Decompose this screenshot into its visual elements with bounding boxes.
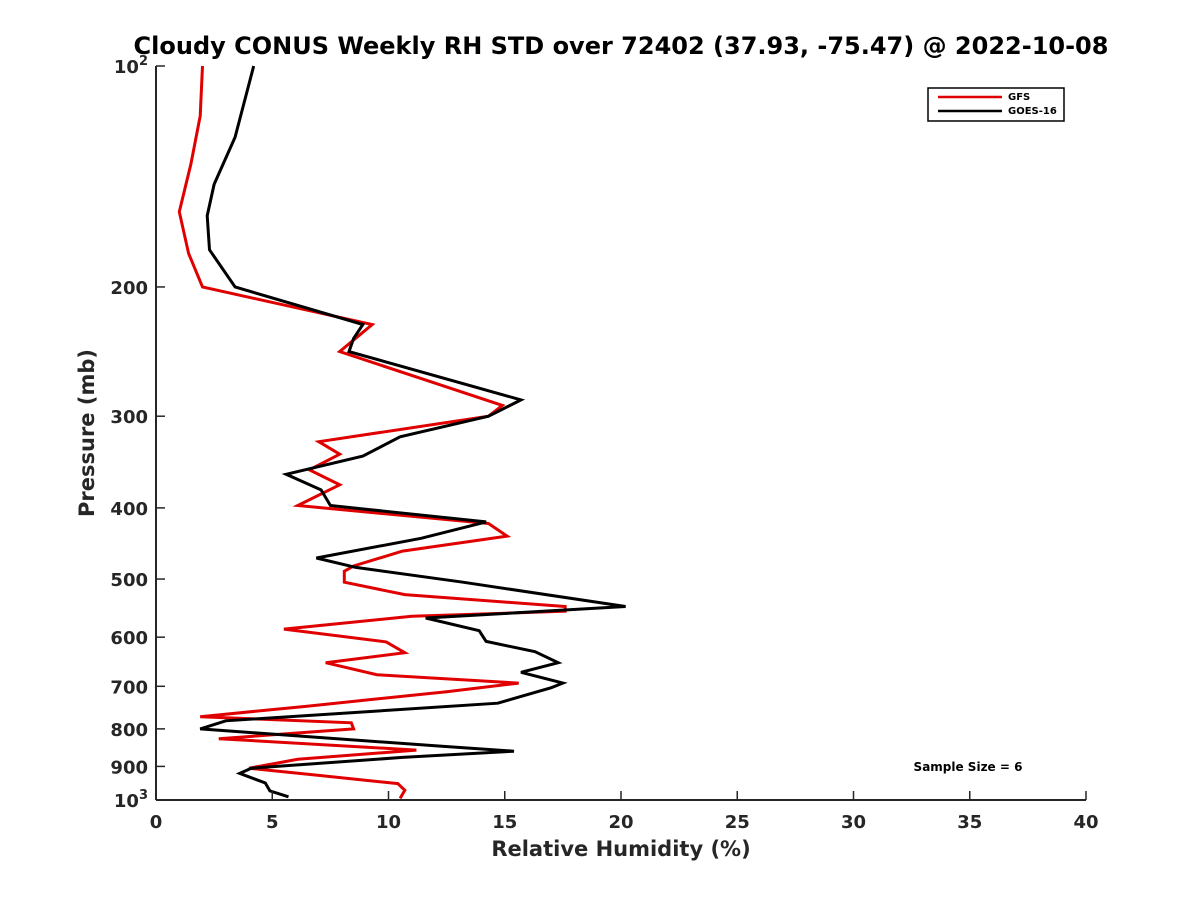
y-tick-label: 700 xyxy=(110,677,148,698)
y-axis-ticks: 102 200 300 400 500 600 700 800 900 103 xyxy=(110,54,165,812)
x-tick-label: 5 xyxy=(266,812,279,833)
legend-label-gfs: GFS xyxy=(1008,92,1030,103)
x-tick-label: 40 xyxy=(1073,812,1098,833)
series-layer xyxy=(177,65,626,800)
plot-area: 0 5 10 15 20 25 30 35 40 102 200 300 400 500 600 700 80… xyxy=(110,54,1098,833)
chart-title: Cloudy CONUS Weekly RH STD over 72402 (3… xyxy=(134,32,1109,60)
y-tick-label: 800 xyxy=(110,720,148,741)
y-tick-label: 600 xyxy=(110,628,148,649)
y-axis-label: Pressure (mb) xyxy=(75,349,99,517)
sample-size-annotation: Sample Size = 6 xyxy=(914,760,1023,774)
y-tick-label: 200 xyxy=(110,278,148,299)
series-line-goes-16 xyxy=(199,65,626,799)
x-axis-ticks: 0 5 10 15 20 25 30 35 40 xyxy=(150,791,1099,833)
x-axis-label: Relative Humidity (%) xyxy=(491,837,750,861)
x-tick-label: 35 xyxy=(957,812,982,833)
series-line-gfs xyxy=(177,65,567,800)
x-tick-label: 15 xyxy=(492,812,517,833)
plot-background xyxy=(156,66,1086,800)
y-tick-label: 500 xyxy=(110,570,148,591)
y-tick-label: 300 xyxy=(110,407,148,428)
y-tick-label: 102 xyxy=(114,54,148,78)
legend: GFS GOES-16 xyxy=(927,87,1065,122)
x-tick-label: 25 xyxy=(725,812,750,833)
legend-label-goes-16: GOES-16 xyxy=(1008,106,1057,117)
x-tick-label: 10 xyxy=(376,812,401,833)
x-tick-label: 30 xyxy=(841,812,866,833)
x-tick-label: 0 xyxy=(150,812,163,833)
legend-box xyxy=(927,87,1065,122)
y-tick-label: 400 xyxy=(110,499,148,520)
y-tick-label: 103 xyxy=(114,788,148,812)
y-tick-label: 900 xyxy=(110,757,148,778)
x-tick-label: 20 xyxy=(608,812,633,833)
